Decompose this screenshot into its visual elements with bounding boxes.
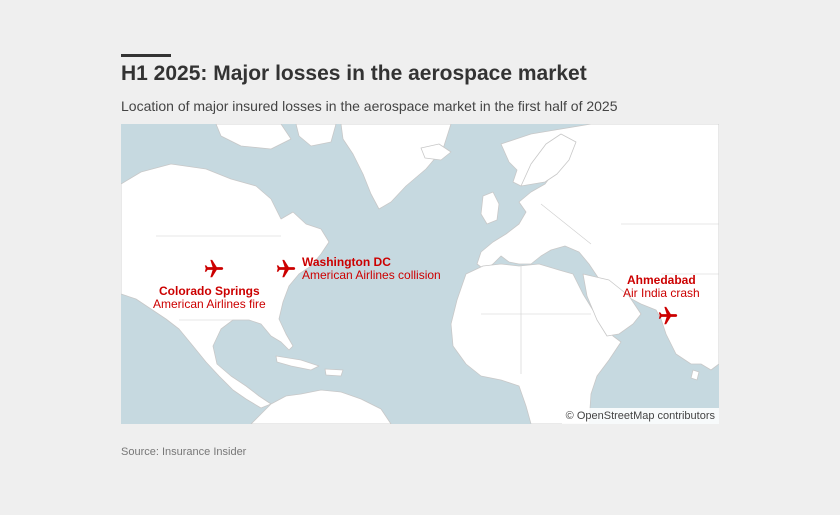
- page-title: H1 2025: Major losses in the aerospace m…: [121, 62, 587, 85]
- loss-label-colorado-springs: Colorado Springs American Airlines fire: [153, 285, 266, 311]
- airplane-icon[interactable]: [203, 258, 225, 280]
- loss-city: Washington DC: [302, 255, 391, 269]
- scandinavia-peninsula: [520, 133, 577, 187]
- hispaniola-island: [324, 368, 344, 377]
- south-america-landmass: [250, 389, 392, 424]
- cuba-island: [275, 355, 320, 371]
- sri-lanka-island: [690, 369, 700, 381]
- basemap: [121, 124, 719, 424]
- loss-event: American Airlines fire: [153, 297, 266, 311]
- north-america-landmass: [121, 163, 330, 409]
- airplane-icon[interactable]: [275, 258, 297, 280]
- greenland-landmass: [340, 124, 452, 210]
- loss-event: Air India crash: [623, 286, 700, 300]
- world-map[interactable]: Colorado Springs American Airlines fire …: [121, 124, 719, 424]
- loss-label-washington-dc: Washington DC American Airlines collisio…: [302, 256, 441, 282]
- loss-event: American Airlines collision: [302, 268, 441, 282]
- source-note: Source: Insurance Insider: [121, 446, 247, 458]
- loss-label-ahmedabad: Ahmedabad Air India crash: [623, 274, 700, 300]
- loss-city: Ahmedabad: [627, 273, 696, 287]
- africa-landmass: [450, 263, 622, 424]
- europe-border: [540, 203, 592, 245]
- iceland-landmass: [420, 143, 452, 161]
- page-subtitle: Location of major insured losses in the …: [121, 98, 618, 114]
- title-rule: [121, 54, 171, 57]
- loss-city: Colorado Springs: [159, 284, 260, 298]
- great-britain-island: [480, 191, 500, 225]
- arabian-peninsula: [582, 273, 642, 337]
- arctic-island: [295, 124, 337, 147]
- map-attribution[interactable]: © OpenStreetMap contributors: [561, 408, 719, 424]
- airplane-icon[interactable]: [657, 305, 679, 327]
- arctic-island: [215, 124, 292, 150]
